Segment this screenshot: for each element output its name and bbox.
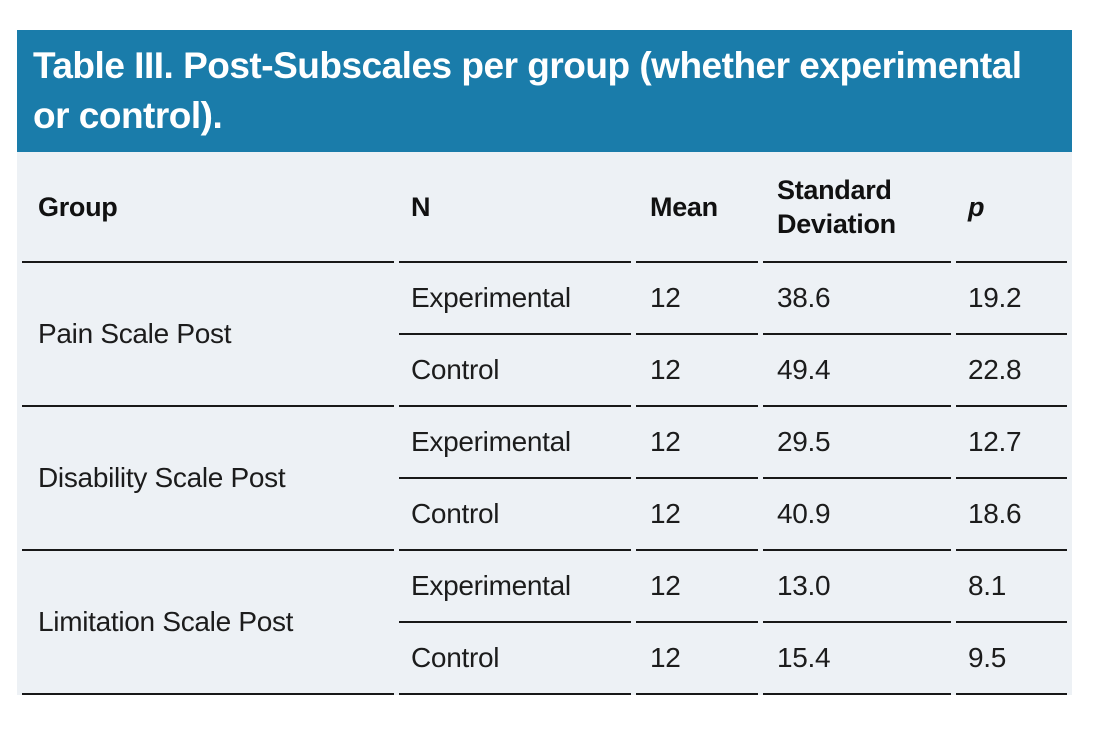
table-row: Control 12 49.4 22.8 [22, 335, 1067, 407]
group-cell-limitation-scale-post: Limitation Scale Post [22, 551, 394, 695]
subgroup-cell: Control [399, 623, 631, 695]
sd-cell: 22.8 [956, 335, 1067, 407]
sd-cell: 18.6 [956, 479, 1067, 551]
mean-cell: 40.9 [763, 479, 951, 551]
col-header-n: N [399, 152, 631, 263]
subgroup-cell: Control [399, 479, 631, 551]
mean-cell: 29.5 [763, 407, 951, 479]
table-title-bar: Table III. Post-Subscales per group (whe… [17, 30, 1072, 152]
n-cell: 12 [636, 407, 758, 479]
mean-cell: 15.4 [763, 623, 951, 695]
mean-cell: 49.4 [763, 335, 951, 407]
sd-cell: 12.7 [956, 407, 1067, 479]
subgroup-cell: Experimental [399, 551, 631, 623]
col-header-mean: Mean [636, 152, 758, 263]
table-row: Limitation Scale Post Experimental 12 13… [22, 551, 1067, 695]
n-cell: 12 [636, 551, 758, 623]
table-row: Control 12 15.4 9.5 [22, 623, 1067, 695]
n-cell: 12 [636, 623, 758, 695]
sd-cell: 8.1 [956, 551, 1067, 623]
col-header-p: p [956, 152, 1067, 263]
subgroup-cell: Experimental [399, 407, 631, 479]
n-cell: 12 [636, 263, 758, 335]
table-title-line2: or control). [33, 95, 223, 136]
subgroup-cell: Control [399, 335, 631, 407]
table-row: Pain Scale Post Experimental 12 38.6 19.… [22, 263, 1067, 407]
n-cell: 12 [636, 479, 758, 551]
group-cell-pain-scale-post: Pain Scale Post [22, 263, 394, 407]
col-header-group: Group [22, 152, 394, 263]
table-row: Disability Scale Post Experimental 12 29… [22, 407, 1067, 551]
table-title-line1: Table III. Post-Subscales per group (whe… [33, 45, 1022, 86]
post-subscales-table: Group N Mean Standard Deviation p Pain S… [17, 152, 1072, 695]
group-cell-disability-scale-post: Disability Scale Post [22, 407, 394, 551]
sd-cell: 9.5 [956, 623, 1067, 695]
header-row: Group N Mean Standard Deviation p [22, 152, 1067, 263]
col-header-standard-deviation: Standard Deviation [763, 152, 951, 263]
table-row: Control 12 40.9 18.6 [22, 479, 1067, 551]
mean-cell: 38.6 [763, 263, 951, 335]
subgroup-cell: Experimental [399, 263, 631, 335]
mean-cell: 13.0 [763, 551, 951, 623]
n-cell: 12 [636, 335, 758, 407]
sd-cell: 19.2 [956, 263, 1067, 335]
